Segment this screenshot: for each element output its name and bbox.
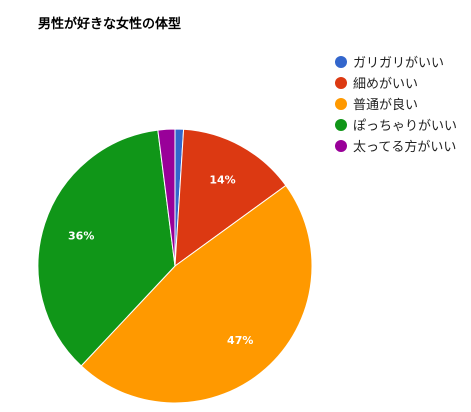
slice-label-4: 36% xyxy=(68,230,94,243)
chart-title: 男性が好きな女性の体型 xyxy=(38,16,181,32)
legend-label-4: ぽっちゃりがいい xyxy=(353,119,457,134)
pie-slices xyxy=(37,128,313,404)
pie-slice-5 xyxy=(157,128,176,267)
pie-slice-4 xyxy=(37,129,176,367)
legend-label-5: 太ってる方がいい xyxy=(353,139,456,155)
slice-label-3: 47% xyxy=(227,334,253,347)
legend-marker-3 xyxy=(335,98,347,110)
legend-marker-4 xyxy=(335,119,347,131)
legend-marker-5 xyxy=(335,140,347,152)
pie-slice-labels: 14% 47% 36% xyxy=(68,174,253,347)
pie-slice-3 xyxy=(80,184,313,404)
legend-label-3: 普通が良い xyxy=(353,97,418,113)
legend-label-2: 細めがいい xyxy=(353,77,418,92)
legend-marker-1 xyxy=(335,56,347,68)
legend-marker-2 xyxy=(335,77,347,89)
pie-slice-2 xyxy=(174,128,287,268)
slice-label-2: 14% xyxy=(209,174,235,187)
legend-label-1: ガリガリがいい xyxy=(353,56,444,71)
